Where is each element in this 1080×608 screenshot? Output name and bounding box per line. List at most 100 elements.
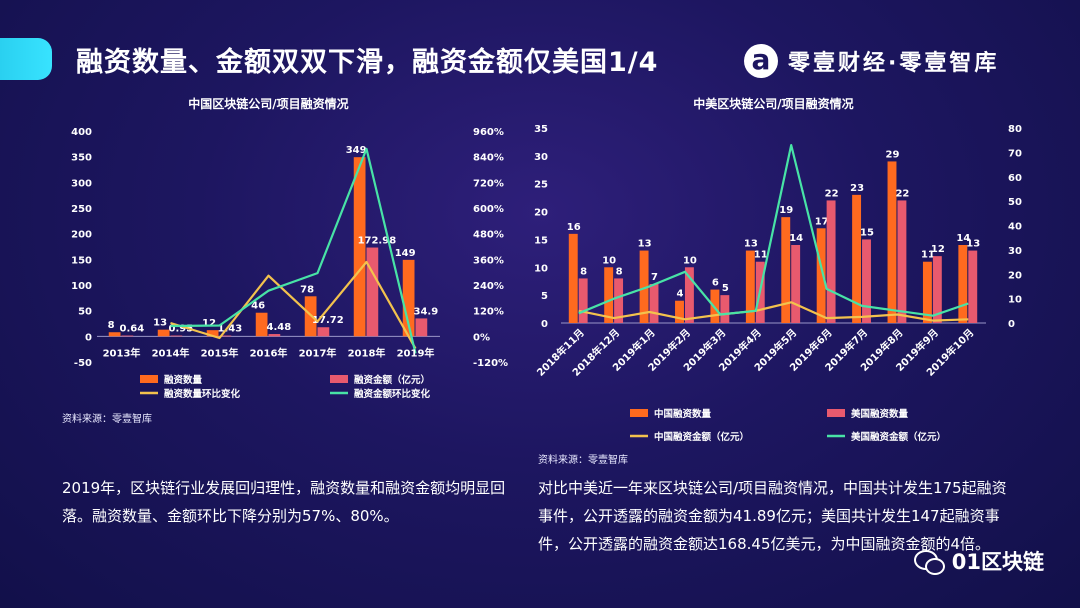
chart2-bar-b	[614, 278, 624, 323]
chart1-y-right-tick: 960%	[473, 127, 504, 138]
chart1-y-right-tick: 720%	[473, 178, 504, 189]
chart1-data-label: 149	[395, 248, 416, 259]
chart2-data-label: 22	[895, 188, 909, 199]
chart1-y-right-tick: -120%	[473, 358, 508, 369]
chart2-bar-a	[604, 267, 614, 323]
chart1-legend-label: 融资数量环比变化	[164, 388, 241, 400]
chart1-data-label: 0.95	[169, 324, 194, 335]
chart2-y-left-tick: 0	[541, 319, 548, 330]
page-title: 融资数量、金额双双下滑，融资金额仅美国1/4	[76, 47, 659, 78]
chart2-y-left-tick: 35	[534, 124, 548, 135]
chart2-data-label: 12	[931, 244, 945, 255]
chart1-data-label: 12	[202, 318, 216, 329]
chart1-bar-a	[255, 312, 268, 337]
chart1-data-label: 172.98	[358, 236, 397, 247]
chart2-y-left-tick: 15	[534, 235, 548, 246]
chart1-data-label: 17.72	[312, 315, 344, 326]
chart2-y-left-tick: 5	[541, 291, 548, 302]
chart1-data-label: 349	[346, 145, 367, 156]
chart2-bar-b	[862, 239, 871, 323]
chart1-bar-a	[206, 330, 219, 337]
chart1-data-label: 4.48	[267, 322, 292, 333]
chart2-bar-b	[968, 250, 978, 323]
chart2-data-label: 11	[754, 250, 768, 261]
chart1-bar-b	[317, 327, 330, 337]
chart1-x-tick: 2013年	[103, 346, 141, 359]
chart2-data-label: 4	[677, 289, 684, 300]
chart1-data-label: 1.43	[218, 324, 243, 335]
chart2-data-label: 13	[744, 239, 758, 250]
chart1-y-left-tick: 150	[71, 255, 92, 266]
chart1-bar-a	[157, 329, 170, 337]
chart2-line-a	[578, 301, 969, 322]
chart1-y-right-tick: 480%	[473, 230, 504, 241]
chart1-bar-b	[219, 335, 232, 337]
chart2-bar-a	[816, 228, 826, 323]
chart2-y-left-tick: 30	[534, 152, 548, 163]
chart1-x-tick: 2017年	[299, 346, 337, 359]
brand-name: 零壹财经·零壹智库	[788, 51, 1000, 76]
chart2-data-label: 5	[722, 283, 729, 294]
chart1-bar-a	[108, 332, 121, 337]
chart2-y-right-tick: 50	[1008, 197, 1022, 208]
wechat-icon	[913, 548, 945, 575]
chart1-y-left-tick: 50	[78, 307, 92, 318]
chart1-data-label: 46	[251, 301, 265, 312]
chart1-y-left-tick: 250	[71, 204, 92, 215]
chart2-bar-a	[568, 233, 578, 323]
chart2-bar-a	[675, 300, 684, 323]
chart2-bar-b	[720, 295, 730, 323]
chart2-bar-a	[887, 161, 897, 323]
chart1-y-right-tick: 240%	[473, 281, 504, 292]
chart2-data-label: 10	[602, 255, 616, 266]
chart2-legend-swatch	[827, 409, 845, 417]
chart1-y-right-tick: 0%	[473, 332, 490, 343]
chart2-data-label: 13	[966, 239, 980, 250]
chart1-y-left-tick: 100	[71, 281, 92, 292]
chart1-line-b	[170, 147, 417, 354]
chart2-bar-a	[922, 261, 932, 323]
china-us-financing-chart: 中美区块链公司/项目融资情况35302520151050807060504030…	[534, 96, 1022, 443]
chart2-bar-b	[826, 200, 836, 323]
chart1-source: 资料来源：零壹智库	[62, 414, 152, 425]
brand: a 零壹财经·零壹智库	[744, 44, 999, 78]
chart2-bar-b	[897, 200, 907, 323]
chart1-legend-label: 融资金额环比变化	[354, 388, 431, 400]
chart2-data-label: 19	[779, 205, 793, 216]
chart1-bar-a	[353, 157, 366, 337]
chart2-data-label: 17	[815, 216, 829, 227]
chart2-data-label: 8	[616, 266, 623, 277]
chart1-y-right-tick: 360%	[473, 255, 504, 266]
chart2-bar-b	[791, 245, 801, 323]
chart2-data-label: 11	[921, 250, 935, 261]
chart2-bar-a	[745, 250, 755, 323]
chart2-y-right-tick: 80	[1008, 124, 1022, 135]
chart1-x-tick: 2018年	[348, 346, 386, 359]
chart2-y-right-tick: 70	[1008, 148, 1022, 159]
chart2-data-label: 15	[860, 227, 874, 238]
chart2-data-label: 22	[825, 188, 839, 199]
chart1-y-left-tick: 0	[85, 332, 92, 343]
chart1-data-label: 0.64	[120, 324, 145, 335]
chart2-y-right-tick: 40	[1008, 222, 1022, 233]
chart2-y-right-tick: 60	[1008, 173, 1022, 184]
chart1-data-label: 78	[300, 284, 314, 295]
chart1-x-tick: 2014年	[152, 346, 190, 359]
chart2-source: 资料来源：零壹智库	[538, 455, 628, 466]
china-financing-chart: 中国区块链公司/项目融资情况 400 350 300 250 200 150 100 50 0 -5…	[71, 96, 508, 400]
chart1-x-tick: 2016年	[250, 346, 288, 359]
chart2-title: 中美区块链公司/项目融资情况	[693, 96, 853, 111]
chart1-legend-label: 融资金额（亿元）	[354, 374, 430, 386]
chart1-title: 中国区块链公司/项目融资情况	[188, 96, 348, 111]
watermark: 01区块链	[913, 546, 1044, 576]
left-paragraph: 2019年，区块链行业发展回归理性，融资数量和融资金额均明显回落。融资数量、金额…	[62, 479, 506, 525]
chart1-y-left-tick: 300	[71, 178, 92, 189]
chart2-data-label: 10	[683, 255, 697, 266]
chart1-bar-b	[415, 318, 428, 337]
chart2-data-label: 14	[789, 233, 803, 244]
chart2-y-left-tick: 20	[534, 208, 548, 219]
chart2-bar-a	[852, 194, 862, 323]
chart2-y-left-tick: 10	[534, 263, 548, 274]
chart2-y-right-tick: 10	[1008, 295, 1022, 306]
title-accent-bar	[0, 38, 52, 80]
